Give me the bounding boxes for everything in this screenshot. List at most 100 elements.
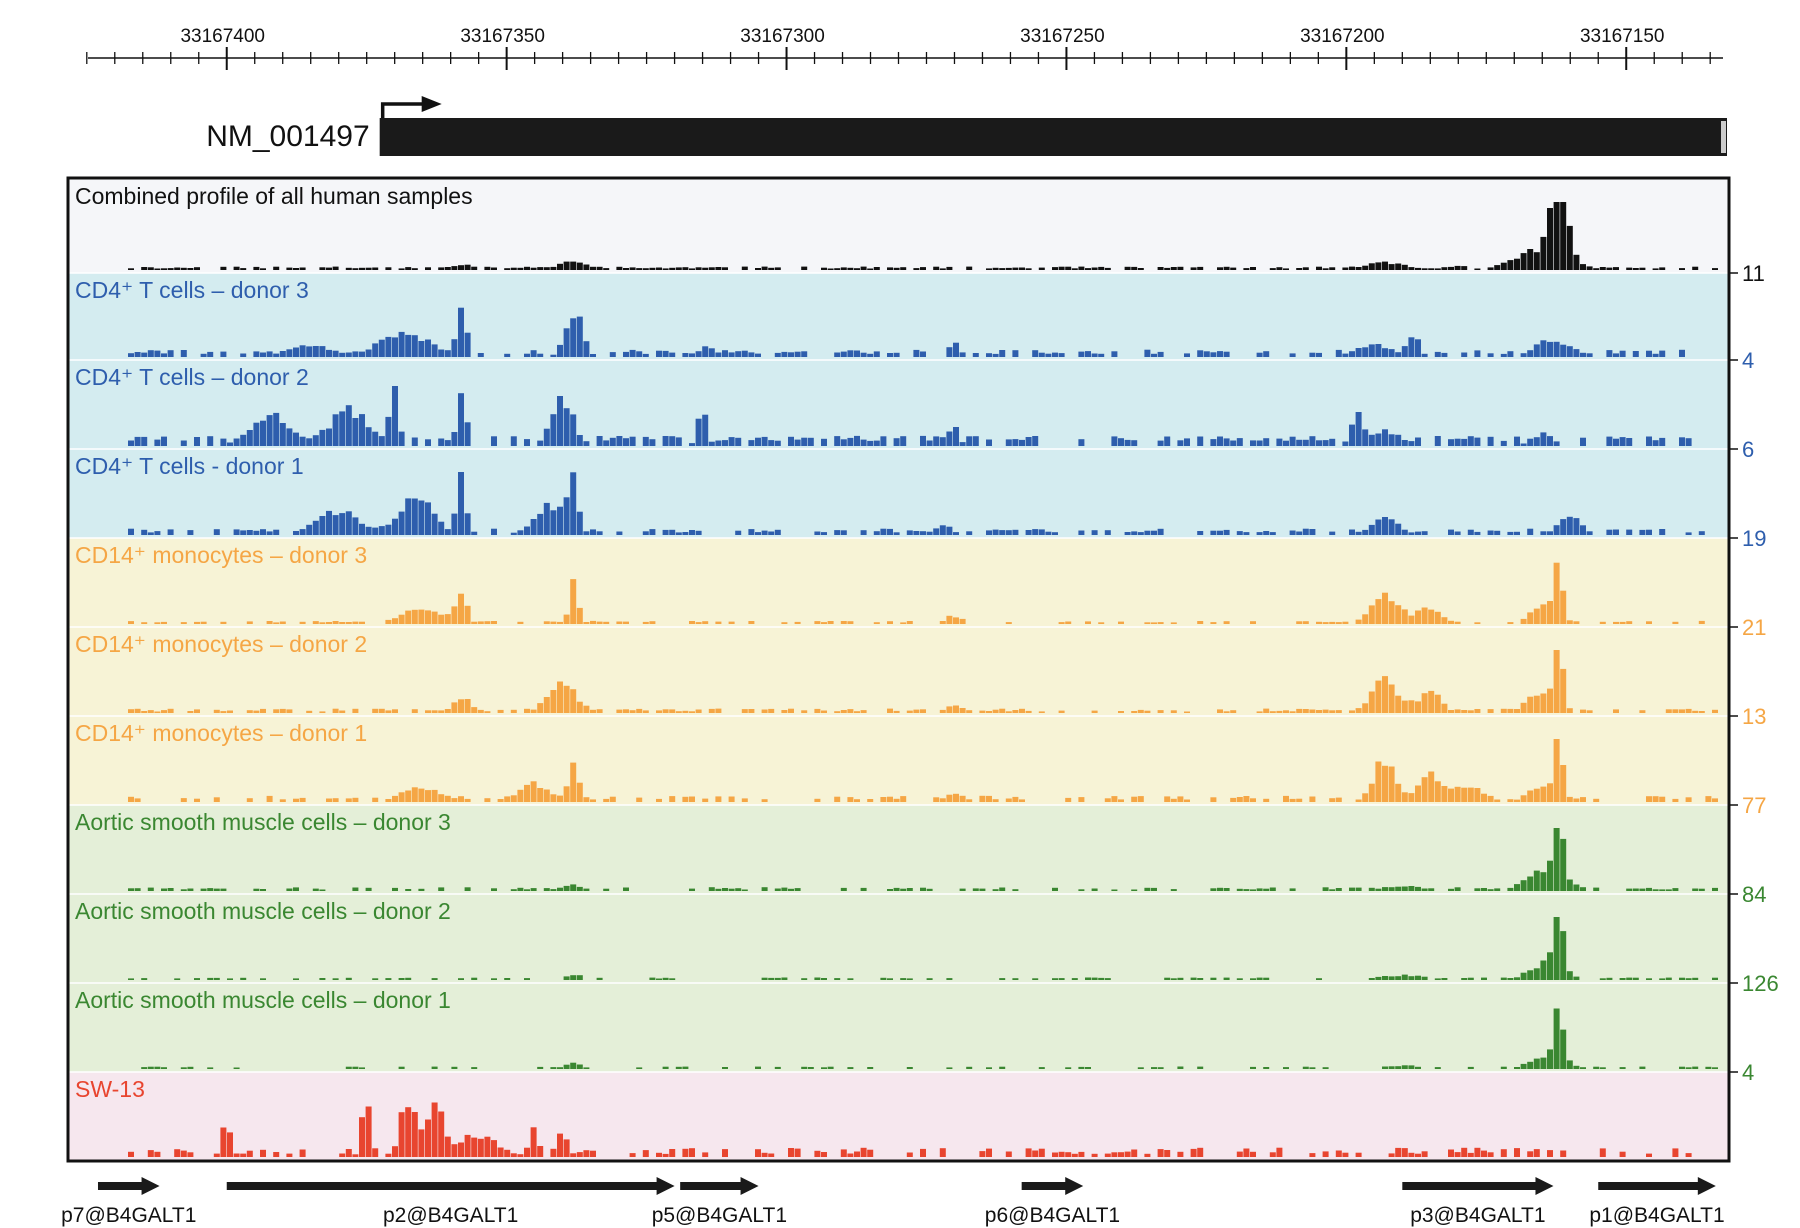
signal-bar <box>1078 530 1085 535</box>
signal-bar <box>1118 621 1124 624</box>
signal-bar <box>1329 889 1336 891</box>
signal-bar <box>167 268 174 270</box>
signal-bar <box>1263 708 1270 713</box>
signal-bar <box>524 784 530 802</box>
signal-bar <box>372 978 379 980</box>
signal-bar <box>576 975 583 980</box>
signal-bar <box>418 500 425 535</box>
signal-bar <box>458 796 464 802</box>
signal-bar <box>893 267 900 270</box>
signal-bar <box>854 799 860 802</box>
signal-bar <box>1665 977 1672 980</box>
signal-bar <box>1626 267 1633 270</box>
signal-bar <box>629 349 636 357</box>
signal-bar <box>748 621 755 624</box>
signal-bar <box>392 887 398 891</box>
signal-bar <box>1078 351 1085 357</box>
signal-bar <box>906 1067 913 1069</box>
signal-bar <box>939 709 946 713</box>
signal-bar <box>1401 886 1408 891</box>
signal-bar <box>1388 887 1395 891</box>
signal-bar <box>1342 267 1349 270</box>
signal-bar <box>1533 695 1540 713</box>
signal-bar <box>147 710 154 713</box>
signal-bar <box>1250 267 1256 270</box>
signal-bar <box>1454 786 1461 802</box>
signal-bar <box>187 1066 194 1069</box>
signal-bar <box>128 1151 134 1157</box>
signal-bar <box>1243 1148 1250 1157</box>
signal-bar <box>1566 796 1573 802</box>
signal-bar <box>1553 441 1560 446</box>
signal-bar <box>715 708 722 713</box>
signal-bar <box>451 1066 458 1069</box>
signal-bar <box>1547 341 1553 357</box>
signal-bar <box>695 351 702 357</box>
signal-bar <box>1401 529 1408 535</box>
signal-bar <box>1613 709 1619 713</box>
signal-bar <box>642 353 649 357</box>
signal-bar <box>1408 976 1415 980</box>
signal-bar <box>1626 529 1633 535</box>
signal-bar <box>1085 268 1091 270</box>
signal-bar <box>867 440 874 446</box>
signal-bar <box>1375 599 1382 624</box>
signal-bar <box>557 887 563 891</box>
signal-bar <box>1566 620 1573 624</box>
signal-bar <box>1342 1152 1349 1157</box>
signal-bar <box>1415 437 1421 446</box>
signal-bar <box>1560 765 1567 802</box>
signal-bar <box>141 436 148 446</box>
signal-bar <box>623 351 629 357</box>
signal-bar <box>946 266 953 270</box>
signal-bar <box>1131 1149 1138 1157</box>
signal-bar <box>246 430 253 446</box>
signal-bar <box>1118 1152 1124 1157</box>
signal-bar <box>854 268 860 270</box>
signal-bar <box>378 436 385 446</box>
signal-bar <box>345 267 352 270</box>
signal-bar <box>662 436 669 446</box>
transcript-end-marker <box>1721 121 1726 153</box>
signal-bar <box>1566 708 1573 713</box>
signal-bar <box>299 267 306 270</box>
signal-bar <box>939 1148 946 1157</box>
signal-bar <box>253 710 260 713</box>
signal-bar <box>1454 438 1461 446</box>
signal-bar <box>959 888 966 891</box>
signal-bar <box>253 266 260 270</box>
signal-bar <box>656 267 662 270</box>
signal-bar <box>543 267 550 270</box>
signal-bar <box>1012 796 1019 802</box>
signal-bar <box>1580 709 1586 713</box>
signal-bar <box>563 328 570 357</box>
signal-bar <box>1474 622 1481 624</box>
signal-bar <box>1580 797 1586 802</box>
signal-bar <box>1071 268 1078 270</box>
signal-bar <box>1474 350 1481 357</box>
signal-bar <box>1659 529 1666 535</box>
signal-bar <box>1005 622 1012 624</box>
signal-bar <box>286 1153 293 1157</box>
signal-bar <box>491 436 497 446</box>
signal-bar <box>1547 531 1553 535</box>
signal-bar <box>365 267 372 270</box>
signal-bar <box>174 267 181 270</box>
signal-bar <box>1190 977 1197 980</box>
signal-bar <box>570 579 577 624</box>
signal-bar <box>1197 1147 1204 1157</box>
signal-bar <box>458 1142 464 1157</box>
signal-bar <box>1454 621 1461 624</box>
signal-bar <box>563 614 570 624</box>
signal-bar <box>590 799 596 802</box>
signal-bar <box>517 1154 524 1157</box>
signal-bar <box>411 335 418 357</box>
signal-bar <box>728 796 735 802</box>
signal-bar <box>1276 710 1283 713</box>
signal-bar <box>821 710 827 713</box>
track-background <box>69 538 1728 627</box>
promoter: p2@B4GALT1 <box>226 1177 675 1227</box>
signal-bar <box>398 1112 405 1157</box>
signal-bar <box>1553 917 1560 980</box>
signal-bar <box>1091 267 1098 270</box>
